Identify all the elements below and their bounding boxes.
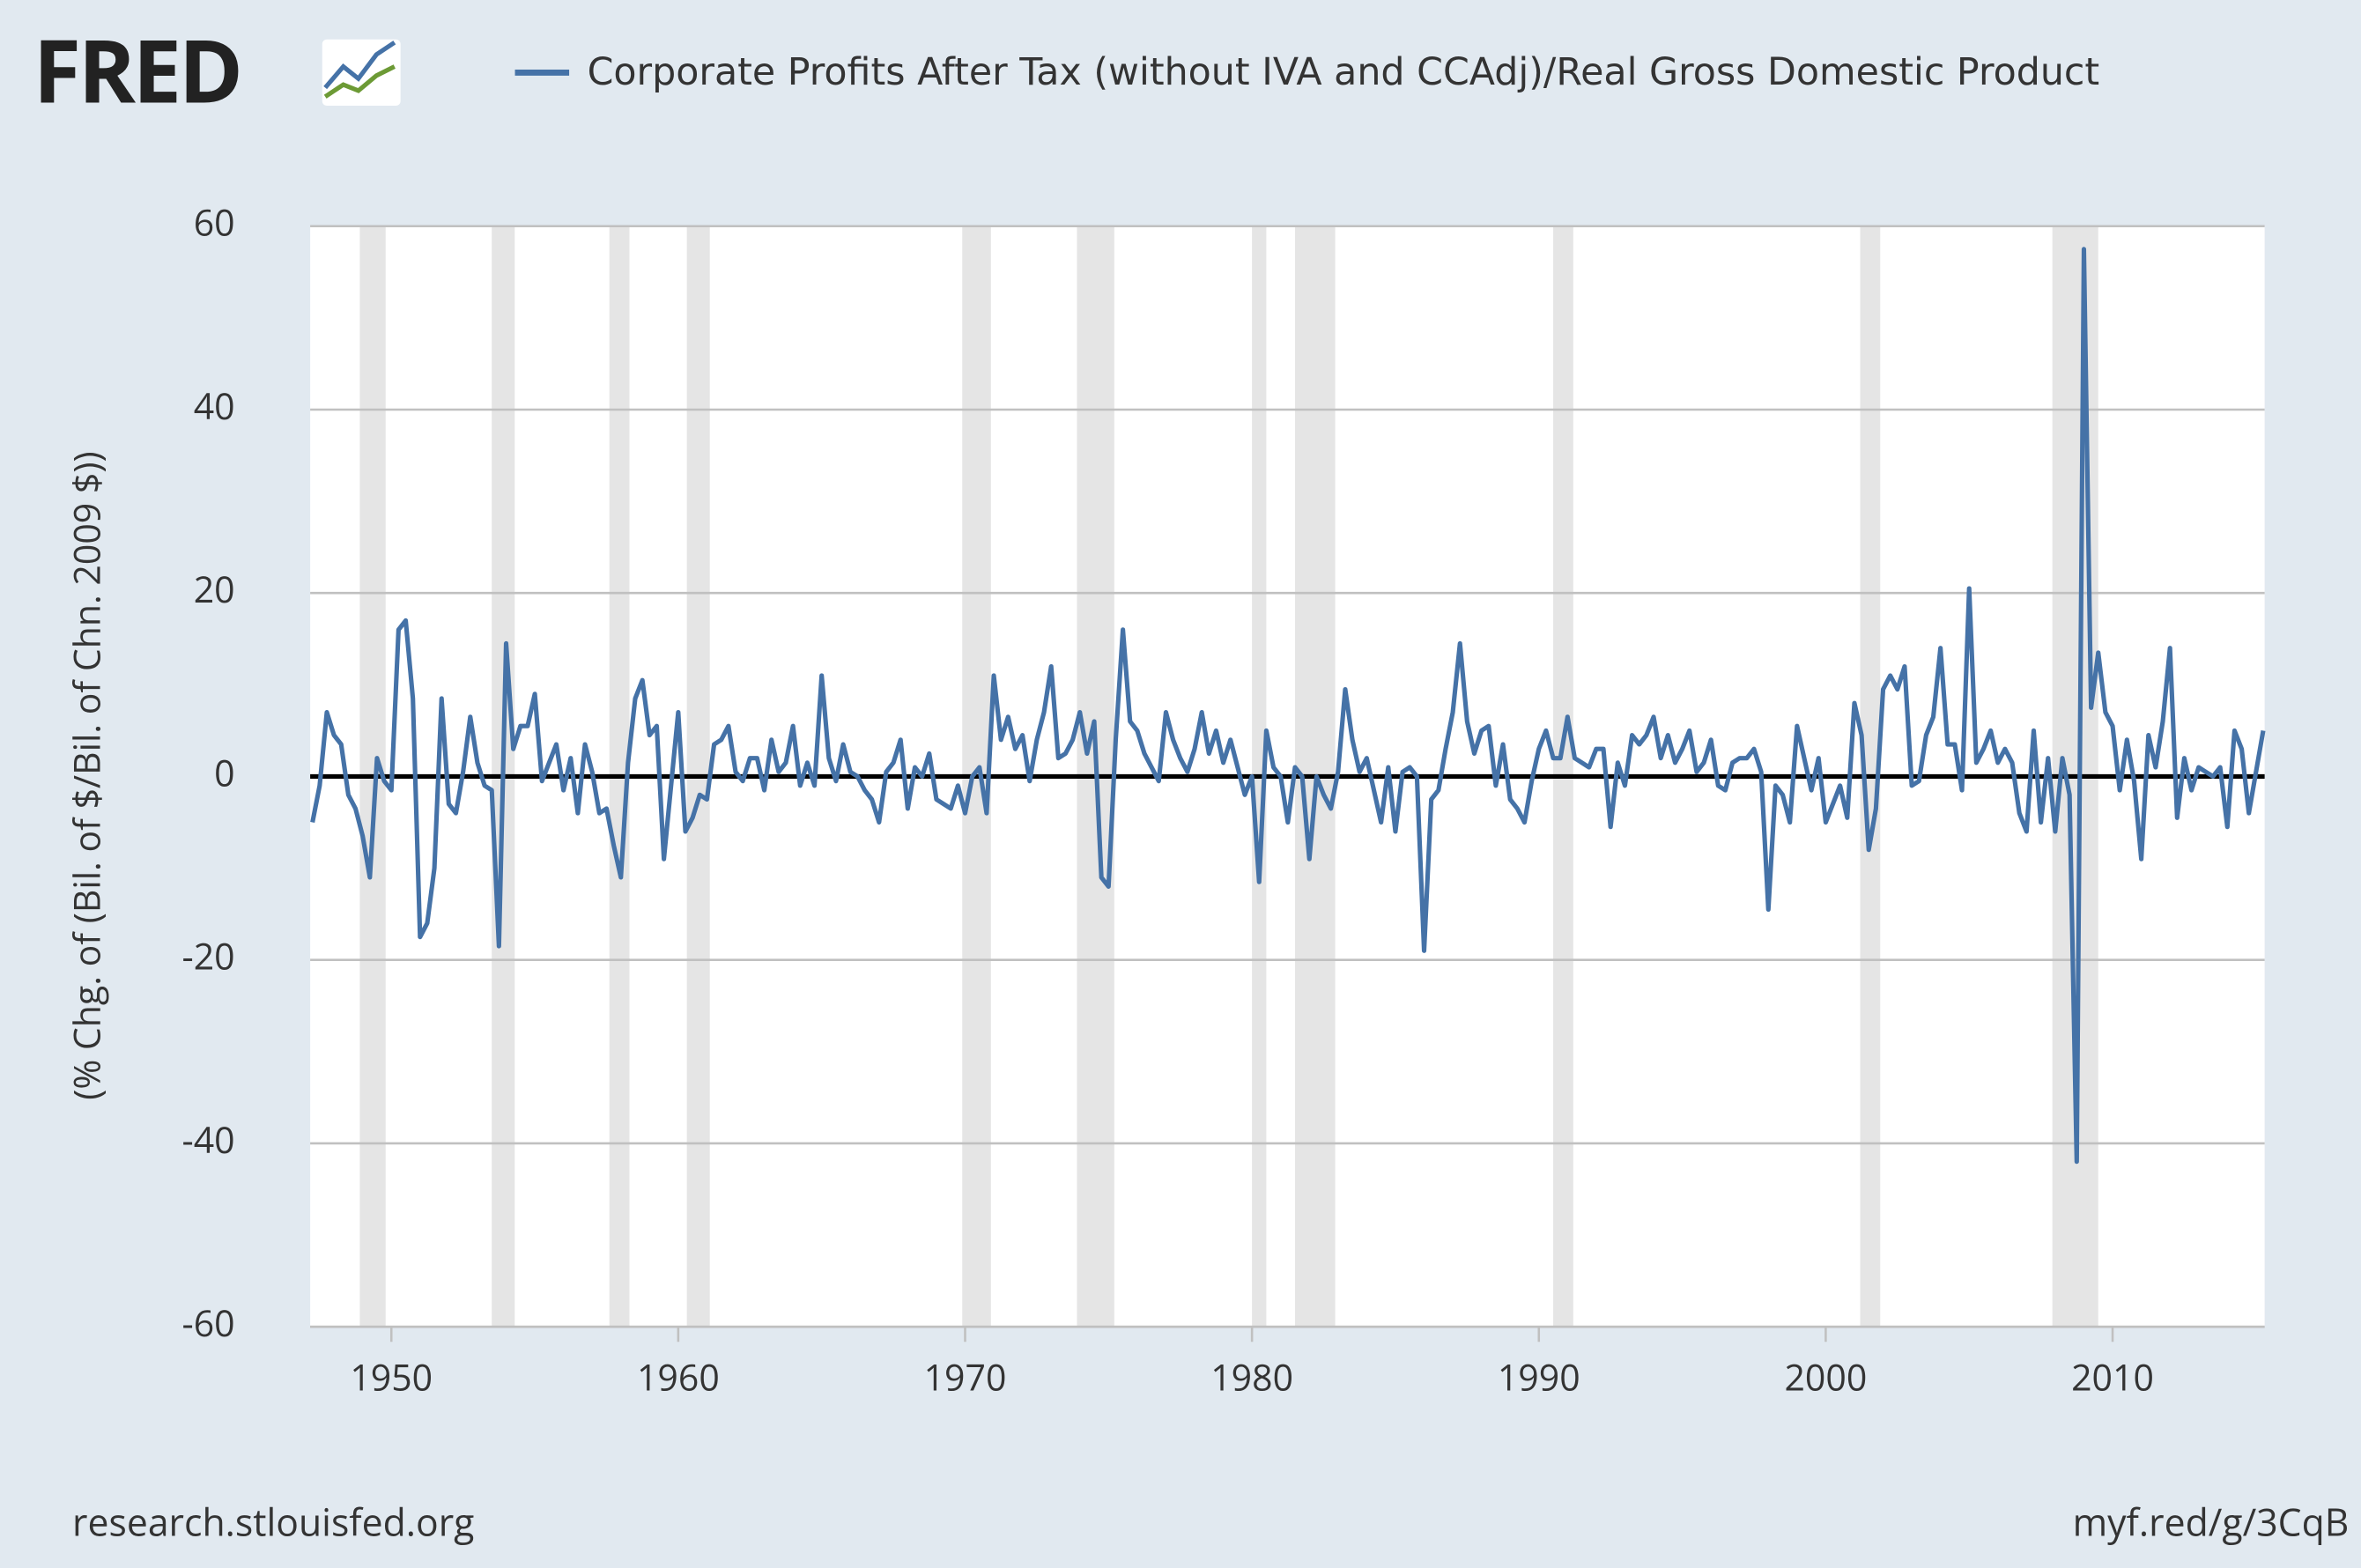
- y-tick-label: 40: [194, 381, 235, 431]
- legend-label: Corporate Profits After Tax (without IVA…: [587, 49, 2100, 94]
- y-tick-label: 20: [194, 565, 235, 614]
- y-tick-label: -20: [182, 932, 235, 981]
- y-tick-label: 60: [194, 198, 235, 248]
- logo-icon: [322, 39, 401, 107]
- y-axis-label: (% Chg. of (Bil. of $/Bil. of Chn. 2009 …: [63, 451, 112, 1099]
- legend: Corporate Profits After Tax (without IVA…: [587, 49, 2100, 94]
- short-url: myf.red/g/3CqB: [2073, 1496, 2350, 1548]
- series-line: [310, 247, 2266, 1165]
- y-tick-label: -40: [182, 1115, 235, 1165]
- x-tick-label: 2010: [2071, 1353, 2154, 1402]
- x-tick-label: 1960: [637, 1353, 720, 1402]
- x-tick-label: 1950: [350, 1353, 433, 1402]
- x-tick-label: 2000: [1784, 1353, 1867, 1402]
- x-tick-label: 1970: [924, 1353, 1007, 1402]
- x-tick-label: 1980: [1210, 1353, 1293, 1402]
- source: research.stlouisfed.org: [72, 1496, 474, 1548]
- y-tick-label: 0: [214, 748, 234, 797]
- y-tick-label: -60: [182, 1298, 235, 1348]
- logo: FRED: [33, 11, 241, 129]
- x-tick-label: 1990: [1498, 1353, 1580, 1402]
